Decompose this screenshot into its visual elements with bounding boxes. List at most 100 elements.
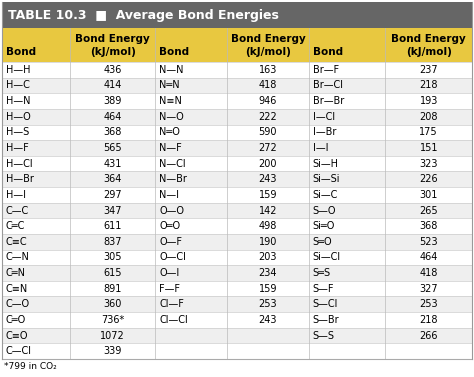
- Text: F—F: F—F: [159, 284, 181, 294]
- Text: Br—Cl: Br—Cl: [313, 80, 343, 90]
- Bar: [2, 2, 472, 28]
- Text: H—Br: H—Br: [6, 174, 34, 184]
- Text: 193: 193: [419, 96, 438, 106]
- Text: Si—Cl: Si—Cl: [313, 252, 341, 262]
- Text: 159: 159: [259, 190, 277, 200]
- Text: 498: 498: [259, 221, 277, 231]
- Text: 208: 208: [419, 112, 438, 122]
- Text: Br—Br: Br—Br: [313, 96, 344, 106]
- Text: 389: 389: [104, 96, 122, 106]
- Bar: [2, 140, 472, 156]
- Text: 837: 837: [104, 237, 122, 247]
- Bar: [2, 328, 472, 343]
- Text: N—I: N—I: [159, 190, 179, 200]
- Text: N—Br: N—Br: [159, 174, 187, 184]
- Text: 327: 327: [419, 284, 438, 294]
- Text: N—N: N—N: [159, 65, 184, 75]
- Text: I—Br: I—Br: [313, 127, 336, 137]
- Text: H—N: H—N: [6, 96, 30, 106]
- Bar: [2, 172, 472, 187]
- Text: 203: 203: [259, 252, 277, 262]
- Text: N—Cl: N—Cl: [159, 159, 186, 169]
- Text: 323: 323: [419, 159, 438, 169]
- Text: H—Cl: H—Cl: [6, 159, 33, 169]
- Text: 418: 418: [419, 268, 438, 278]
- Text: I—I: I—I: [313, 143, 328, 153]
- Text: 151: 151: [419, 143, 438, 153]
- Bar: [2, 28, 472, 62]
- Text: Bond: Bond: [159, 48, 190, 57]
- Text: 368: 368: [104, 127, 122, 137]
- Text: H—O: H—O: [6, 112, 31, 122]
- Text: (kJ/mol): (kJ/mol): [90, 48, 136, 57]
- Text: C═N: C═N: [6, 268, 26, 278]
- Text: 436: 436: [104, 65, 122, 75]
- Text: N═N: N═N: [159, 80, 180, 90]
- Text: 175: 175: [419, 127, 438, 137]
- Text: H—F: H—F: [6, 143, 29, 153]
- Text: Bond Energy: Bond Energy: [230, 34, 305, 44]
- Text: N═O: N═O: [159, 127, 180, 137]
- Text: C—N: C—N: [6, 252, 30, 262]
- Text: 200: 200: [259, 159, 277, 169]
- Text: 243: 243: [259, 315, 277, 325]
- Text: 523: 523: [419, 237, 438, 247]
- Text: 464: 464: [104, 112, 122, 122]
- Text: S—O: S—O: [313, 205, 336, 216]
- Text: (kJ/mol): (kJ/mol): [406, 48, 452, 57]
- Text: 364: 364: [104, 174, 122, 184]
- Text: Si—Si: Si—Si: [313, 174, 340, 184]
- Text: C≡O: C≡O: [6, 331, 28, 340]
- Text: Si—H: Si—H: [313, 159, 339, 169]
- Text: 190: 190: [259, 237, 277, 247]
- Text: Si—C: Si—C: [313, 190, 338, 200]
- Text: 237: 237: [419, 65, 438, 75]
- Text: 218: 218: [419, 315, 438, 325]
- Text: 590: 590: [259, 127, 277, 137]
- Text: 736*: 736*: [101, 315, 125, 325]
- Text: S—S: S—S: [313, 331, 335, 340]
- Text: C—O: C—O: [6, 299, 30, 309]
- Text: Bond: Bond: [6, 48, 36, 57]
- Text: N—O: N—O: [159, 112, 184, 122]
- Bar: [2, 218, 472, 234]
- Text: 253: 253: [419, 299, 438, 309]
- Text: O═O: O═O: [159, 221, 181, 231]
- Text: 159: 159: [259, 284, 277, 294]
- Text: 226: 226: [419, 174, 438, 184]
- Text: 946: 946: [259, 96, 277, 106]
- Text: C═C: C═C: [6, 221, 26, 231]
- Text: *799 in CO₂: *799 in CO₂: [4, 362, 57, 371]
- Bar: [2, 234, 472, 250]
- Text: C—Cl: C—Cl: [6, 346, 32, 356]
- Text: S═S: S═S: [313, 268, 331, 278]
- Text: C≡C: C≡C: [6, 237, 27, 247]
- Text: 615: 615: [104, 268, 122, 278]
- Text: 265: 265: [419, 205, 438, 216]
- Bar: [2, 250, 472, 265]
- Text: (kJ/mol): (kJ/mol): [245, 48, 291, 57]
- Text: 347: 347: [104, 205, 122, 216]
- Bar: [2, 109, 472, 124]
- Text: N—F: N—F: [159, 143, 182, 153]
- Text: 297: 297: [103, 190, 122, 200]
- Text: S—F: S—F: [313, 284, 334, 294]
- Bar: [2, 343, 472, 359]
- Bar: [2, 312, 472, 328]
- Text: I—Cl: I—Cl: [313, 112, 335, 122]
- Text: O—I: O—I: [159, 268, 180, 278]
- Text: Si═O: Si═O: [313, 221, 335, 231]
- Text: H—S: H—S: [6, 127, 29, 137]
- Text: 565: 565: [103, 143, 122, 153]
- Text: C═O: C═O: [6, 315, 26, 325]
- Bar: [2, 296, 472, 312]
- Text: Bond: Bond: [313, 48, 343, 57]
- Text: 142: 142: [259, 205, 277, 216]
- Text: 272: 272: [258, 143, 277, 153]
- Text: S═O: S═O: [313, 237, 332, 247]
- Text: Cl—Cl: Cl—Cl: [159, 315, 188, 325]
- Text: 243: 243: [259, 174, 277, 184]
- Text: 368: 368: [419, 221, 438, 231]
- Text: Cl—F: Cl—F: [159, 299, 184, 309]
- Text: C—C: C—C: [6, 205, 29, 216]
